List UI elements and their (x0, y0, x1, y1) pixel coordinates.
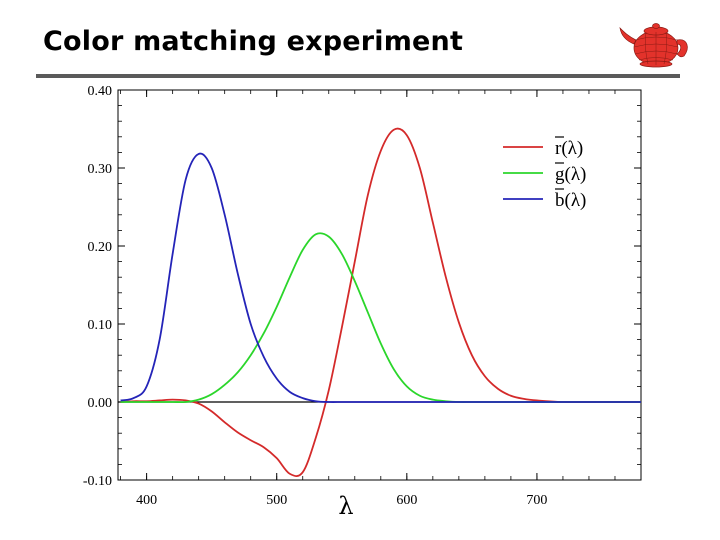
teapot-icon (619, 23, 688, 68)
y-tick-label: 0.00 (88, 396, 113, 411)
legend-label-base: g (555, 164, 565, 185)
legend-label-suffix: (λ) (561, 138, 583, 159)
legend-label-suffix: (λ) (565, 190, 587, 211)
series-line-r (120, 127, 641, 477)
legend-label-suffix: (λ) (565, 164, 587, 185)
x-axis-label: λ (338, 492, 353, 520)
legend-label-g: g(λ) (555, 164, 586, 185)
slide-title: Color matching experiment (43, 26, 464, 57)
series-line-b (120, 152, 641, 403)
y-tick-label: 0.30 (88, 162, 113, 177)
y-tick-label: 0.10 (88, 318, 113, 333)
y-tick-label: 0.20 (88, 240, 113, 255)
x-tick-label: 700 (526, 493, 547, 508)
legend-label-base: b (555, 190, 565, 211)
x-tick-label: 600 (396, 493, 417, 508)
legend-label-base: r (555, 138, 562, 159)
y-tick-label: 0.40 (88, 84, 113, 99)
series-line-g (120, 232, 641, 404)
x-tick-label: 500 (266, 493, 287, 508)
x-tick-label: 400 (136, 493, 157, 508)
legend-label-b: b(λ) (555, 190, 586, 211)
title-divider (36, 74, 680, 78)
plot-frame (117, 89, 642, 481)
legend-label-r: r(λ) (555, 138, 583, 159)
y-tick-label: -0.10 (83, 474, 112, 489)
